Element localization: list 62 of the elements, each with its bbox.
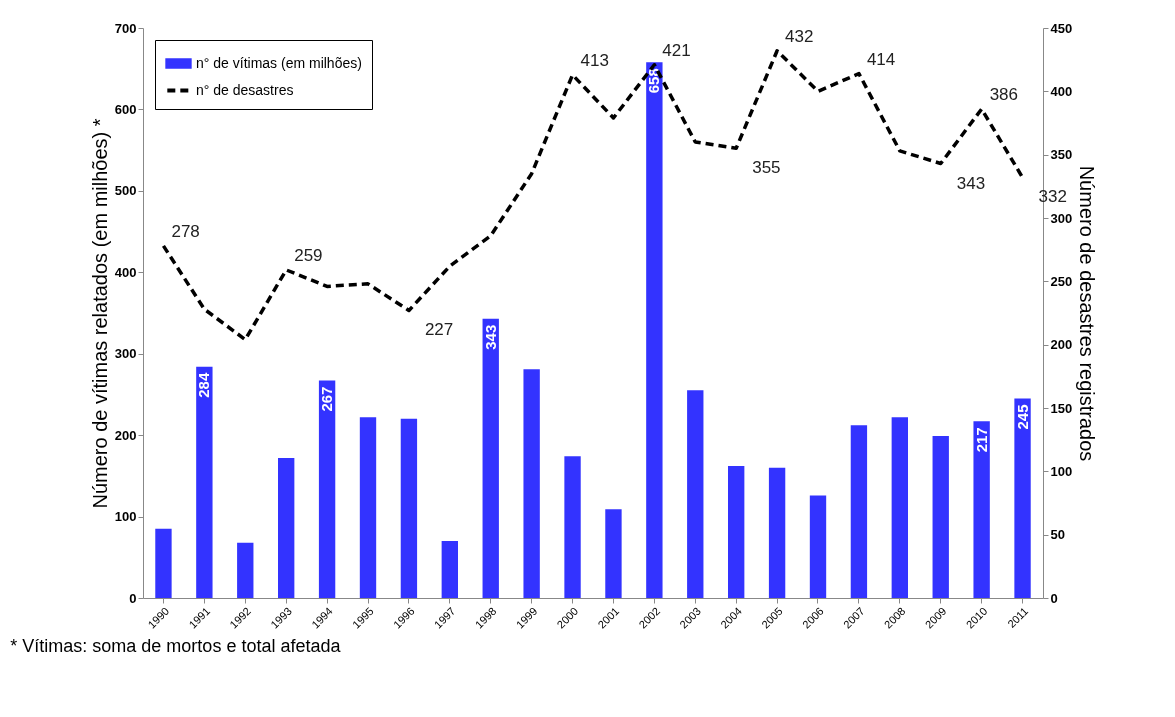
- data-label: 386: [989, 85, 1019, 105]
- data-label: 217: [972, 427, 990, 453]
- y-tick-label: 500: [114, 183, 137, 199]
- data-label: 658: [645, 68, 663, 94]
- bar: [973, 421, 990, 598]
- data-label: 343: [956, 173, 986, 193]
- bar: [891, 417, 908, 598]
- bar: [155, 528, 172, 598]
- y-tick-label: 400: [114, 264, 137, 280]
- legend-label: n° de vítimas (em milhões): [196, 54, 362, 71]
- bar: [441, 541, 458, 598]
- data-label: 343: [481, 324, 499, 350]
- y2-tick-label: 0: [1050, 590, 1058, 606]
- data-label: 432: [785, 26, 814, 46]
- y2-tick-label: 100: [1050, 463, 1073, 479]
- y2-tick-label: 450: [1050, 20, 1073, 36]
- data-label: 259: [294, 245, 323, 265]
- data-label: 245: [1013, 404, 1031, 430]
- y-tick-label: 300: [114, 346, 137, 362]
- y-axis-title: Número de vítimas relatados (em milhões) *: [88, 118, 111, 509]
- bar: [482, 318, 499, 598]
- data-label: 355: [752, 158, 781, 178]
- data-label: 413: [580, 50, 609, 70]
- bar: [809, 495, 827, 598]
- y-tick-label: 600: [114, 101, 137, 117]
- y2-tick-label: 300: [1050, 210, 1073, 226]
- data-label: 267: [318, 386, 336, 412]
- bar: [850, 425, 868, 598]
- bar: [564, 456, 581, 598]
- bar: [400, 418, 418, 598]
- bar: [646, 62, 663, 598]
- data-label: 284: [195, 372, 213, 398]
- bar: [237, 542, 254, 598]
- y2-tick-label: 150: [1050, 400, 1073, 416]
- y-tick-label: 100: [114, 509, 137, 525]
- data-label: 332: [1038, 187, 1067, 207]
- y2-axis-title: Número de desastres registrados: [1076, 165, 1099, 462]
- bar: [605, 509, 622, 598]
- bar: [196, 366, 213, 598]
- y2-tick-label: 250: [1050, 273, 1073, 289]
- data-label: 414: [866, 49, 896, 69]
- y2-tick-label: 50: [1050, 527, 1065, 543]
- data-label: 278: [171, 221, 200, 241]
- bar: [523, 369, 540, 598]
- y-tick-label: 0: [129, 590, 137, 606]
- data-label: 227: [424, 320, 454, 340]
- bar: [359, 417, 377, 598]
- bar: [728, 466, 745, 598]
- y2-tick-label: 400: [1050, 83, 1073, 99]
- y2-tick-label: 200: [1050, 337, 1073, 353]
- y-tick-label: 700: [114, 20, 137, 36]
- bar: [278, 457, 295, 598]
- bar: [318, 380, 336, 598]
- legend-label: n° de desastres: [196, 81, 294, 98]
- text: * Vítimas: soma de mortos e total afetada: [10, 636, 342, 657]
- bar: [687, 390, 704, 598]
- bar: [768, 467, 786, 598]
- y2-tick-label: 350: [1050, 147, 1073, 163]
- data-label: 421: [662, 40, 691, 60]
- y-tick-label: 200: [114, 427, 137, 443]
- bar: [932, 435, 949, 598]
- bar: [1014, 398, 1031, 598]
